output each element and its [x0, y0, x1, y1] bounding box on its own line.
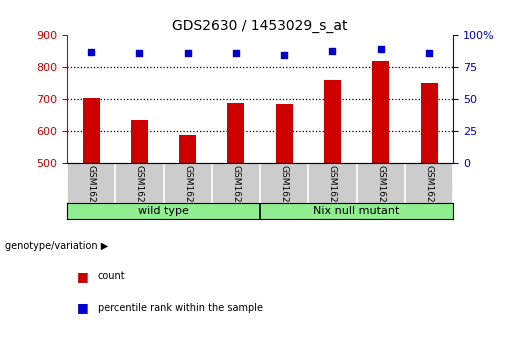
Text: ■: ■ — [77, 270, 89, 282]
Text: GSM162088: GSM162088 — [183, 165, 192, 220]
Text: GSM162082: GSM162082 — [280, 165, 289, 220]
Point — [135, 51, 144, 56]
Bar — [324, 80, 341, 164]
Point — [87, 49, 95, 55]
Point — [280, 52, 288, 57]
Bar — [421, 84, 438, 164]
Title: GDS2630 / 1453029_s_at: GDS2630 / 1453029_s_at — [173, 19, 348, 33]
Point — [183, 51, 192, 56]
Text: ■: ■ — [77, 302, 89, 314]
Text: GSM162084: GSM162084 — [376, 165, 385, 220]
Text: GSM162083: GSM162083 — [328, 165, 337, 220]
Text: GSM162085: GSM162085 — [424, 165, 434, 220]
Point — [232, 51, 240, 56]
Bar — [372, 61, 389, 164]
Point — [376, 47, 385, 52]
Text: percentile rank within the sample: percentile rank within the sample — [98, 303, 263, 313]
Bar — [228, 103, 245, 164]
Text: wild type: wild type — [138, 206, 189, 217]
Bar — [276, 104, 293, 164]
Text: GSM162087: GSM162087 — [135, 165, 144, 220]
Bar — [82, 98, 99, 164]
Point — [425, 51, 433, 56]
Bar — [179, 135, 196, 164]
Text: GSM162086: GSM162086 — [87, 165, 96, 220]
Text: genotype/variation ▶: genotype/variation ▶ — [5, 241, 108, 251]
Point — [329, 48, 337, 53]
Text: GSM162089: GSM162089 — [231, 165, 241, 220]
Text: count: count — [98, 271, 126, 281]
Bar — [131, 120, 148, 164]
Text: Nix null mutant: Nix null mutant — [314, 206, 400, 217]
